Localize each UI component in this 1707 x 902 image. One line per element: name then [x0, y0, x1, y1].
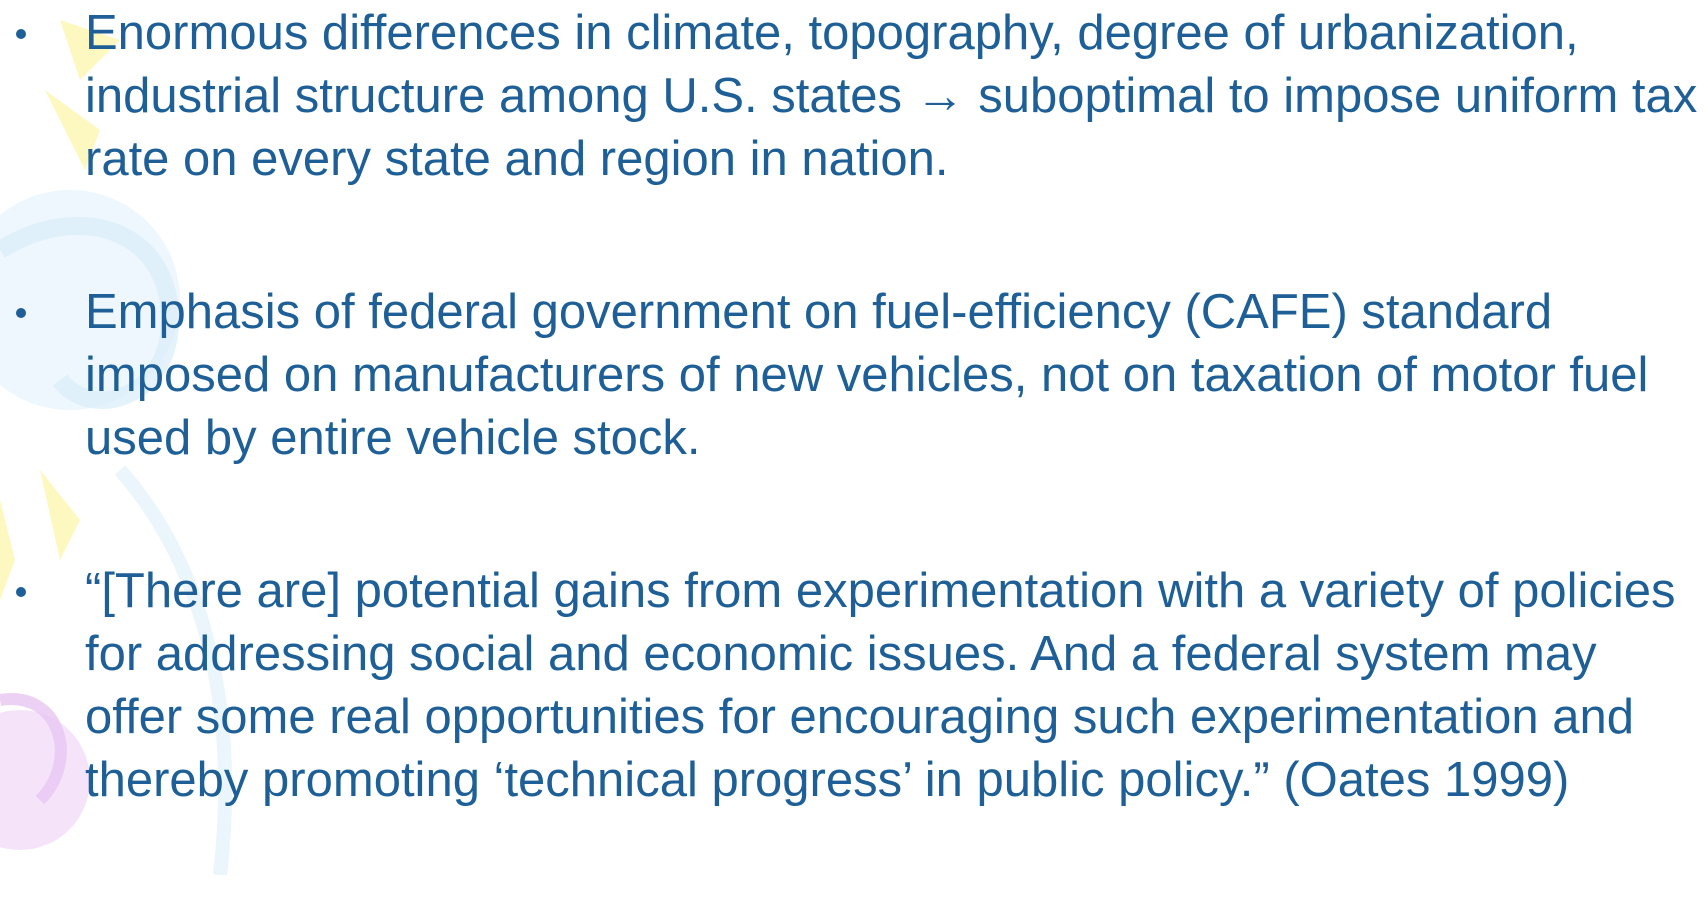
bullet-text: “[There are] potential gains from experi… — [85, 564, 1676, 807]
bullet-marker — [16, 587, 26, 597]
bullet-text: Emphasis of federal government on fuel-e… — [85, 285, 1648, 465]
bullet-marker — [16, 29, 26, 39]
bullet-item: Enormous differences in climate, topogra… — [85, 2, 1707, 191]
bullet-item: Emphasis of federal government on fuel-e… — [85, 281, 1707, 470]
bullet-item: “[There are] potential gains from experi… — [85, 560, 1707, 812]
bullet-text: Enormous differences in climate, topogra… — [85, 6, 1697, 186]
bullet-list: Enormous differences in climate, topogra… — [0, 2, 1707, 902]
bullet-marker — [16, 308, 26, 318]
slide: Enormous differences in climate, topogra… — [0, 0, 1707, 875]
